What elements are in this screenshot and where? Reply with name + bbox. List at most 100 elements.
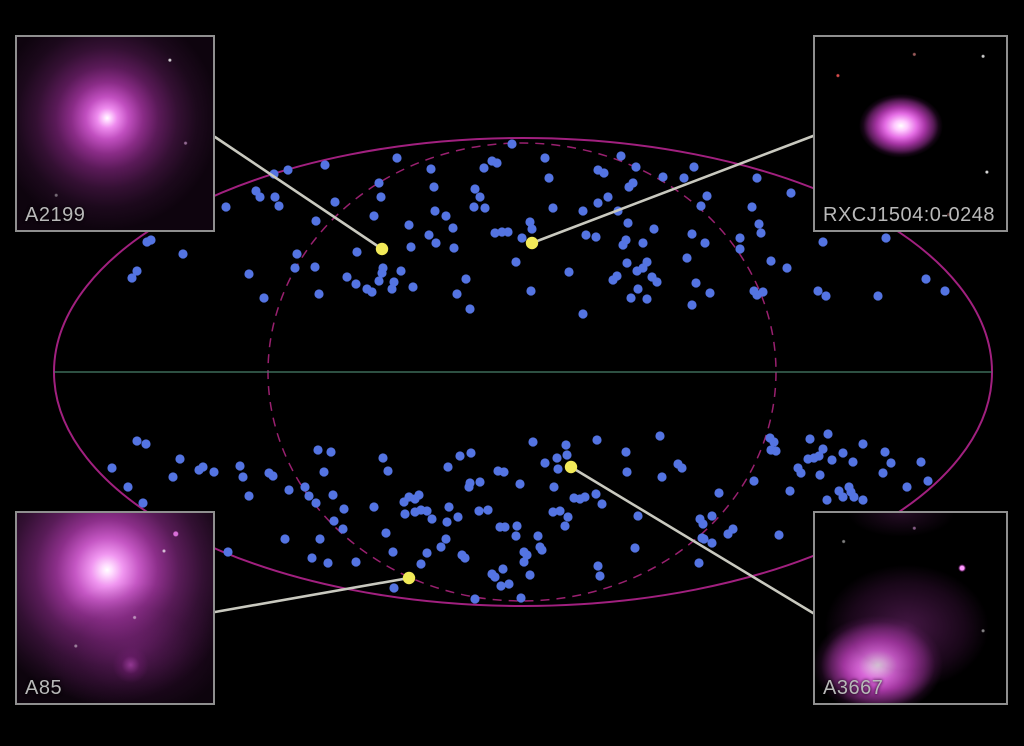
cluster-dot	[774, 530, 784, 540]
cluster-dot	[499, 467, 509, 477]
cluster-dot	[564, 267, 574, 277]
cluster-dot	[383, 466, 393, 476]
cluster-dot	[460, 553, 470, 563]
cluster-dot	[448, 223, 458, 233]
cluster-dot	[175, 454, 185, 464]
cluster-dot	[274, 201, 284, 211]
cluster-dot	[441, 534, 451, 544]
cluster-dot	[389, 583, 399, 593]
cluster-dot	[178, 249, 188, 259]
cluster-dot	[123, 482, 133, 492]
cluster-dot	[314, 289, 324, 299]
cluster-dot	[414, 490, 424, 500]
cluster-dot	[503, 227, 513, 237]
cluster-dot	[517, 233, 527, 243]
cluster-dot	[500, 522, 510, 532]
cluster-dot	[603, 192, 613, 202]
inset-connector-rxcj1504-0-0248	[530, 134, 815, 245]
cluster-dot	[818, 237, 828, 247]
a2199-xray-image	[17, 37, 213, 230]
cluster-dot	[563, 512, 573, 522]
cluster-dot	[827, 455, 837, 465]
cluster-dot	[561, 440, 571, 450]
cluster-dot	[284, 485, 294, 495]
cluster-dot	[540, 153, 550, 163]
cluster-dot	[814, 451, 824, 461]
cluster-dot	[537, 545, 547, 555]
cluster-dot	[815, 470, 825, 480]
cluster-dot	[408, 282, 418, 292]
cluster-dot	[127, 273, 137, 283]
cluster-dot	[132, 266, 142, 276]
cluster-dot	[591, 232, 601, 242]
cluster-dot	[694, 558, 704, 568]
cluster-dot	[490, 228, 500, 238]
cluster-dot	[682, 253, 692, 263]
cluster-dot	[527, 224, 537, 234]
cluster-dot	[522, 550, 532, 560]
cluster-dot	[470, 184, 480, 194]
cluster-dot	[622, 258, 632, 268]
cluster-dot	[528, 437, 538, 447]
cluster-dot	[630, 543, 640, 553]
cluster-dot	[455, 451, 465, 461]
cluster-dot	[593, 561, 603, 571]
cluster-dot	[578, 206, 588, 216]
cluster-dot	[818, 444, 828, 454]
cluster-dot	[747, 202, 757, 212]
cluster-dot	[766, 256, 776, 266]
cluster-dot	[453, 512, 463, 522]
cluster-dot	[378, 263, 388, 273]
highlighted-cluster-dot-a2199	[375, 242, 389, 256]
cluster-dot	[749, 476, 759, 486]
cluster-dot	[616, 151, 626, 161]
cluster-dot	[422, 506, 432, 516]
cluster-dot	[449, 243, 459, 253]
cluster-dot	[626, 293, 636, 303]
cluster-dot	[849, 492, 859, 502]
cluster-dot	[474, 506, 484, 516]
cluster-dot	[593, 198, 603, 208]
cluster-dot	[498, 564, 508, 574]
cluster-dot	[507, 139, 517, 149]
cluster-dot	[424, 230, 434, 240]
a3667-xray-image	[815, 513, 1006, 703]
cluster-dot	[560, 521, 570, 531]
inset-label-a3667: A3667	[823, 677, 884, 699]
cluster-dot	[597, 499, 607, 509]
cluster-dot	[655, 431, 665, 441]
cluster-dot	[404, 220, 414, 230]
cluster-dot	[562, 450, 572, 460]
cluster-dot	[548, 507, 558, 517]
cluster-dot	[544, 173, 554, 183]
cluster-dot	[623, 218, 633, 228]
cluster-dot	[223, 547, 233, 557]
cluster-dot	[633, 284, 643, 294]
cluster-dot	[687, 229, 697, 239]
cluster-dot	[480, 203, 490, 213]
cluster-dot	[552, 453, 562, 463]
cluster-dot	[813, 286, 823, 296]
cluster-dot	[146, 235, 156, 245]
cluster-dot	[238, 472, 248, 482]
cluster-dot	[483, 505, 493, 515]
cluster-dot	[880, 447, 890, 457]
cluster-dot	[339, 504, 349, 514]
inset-connector-a2199	[213, 135, 384, 251]
cluster-dot	[902, 482, 912, 492]
cluster-dot	[700, 238, 710, 248]
cluster-dot	[465, 304, 475, 314]
cluster-dot	[658, 172, 668, 182]
cluster-dot	[292, 249, 302, 259]
cluster-dot	[381, 528, 391, 538]
cluster-dot	[631, 162, 641, 172]
cluster-dot	[466, 448, 476, 458]
cluster-dot	[378, 453, 388, 463]
highlighted-cluster-dot-a3667	[564, 460, 578, 474]
cluster-dot	[319, 467, 329, 477]
cluster-dot	[657, 472, 667, 482]
cluster-dot	[132, 436, 142, 446]
cluster-dot	[526, 286, 536, 296]
cluster-dot	[699, 534, 709, 544]
